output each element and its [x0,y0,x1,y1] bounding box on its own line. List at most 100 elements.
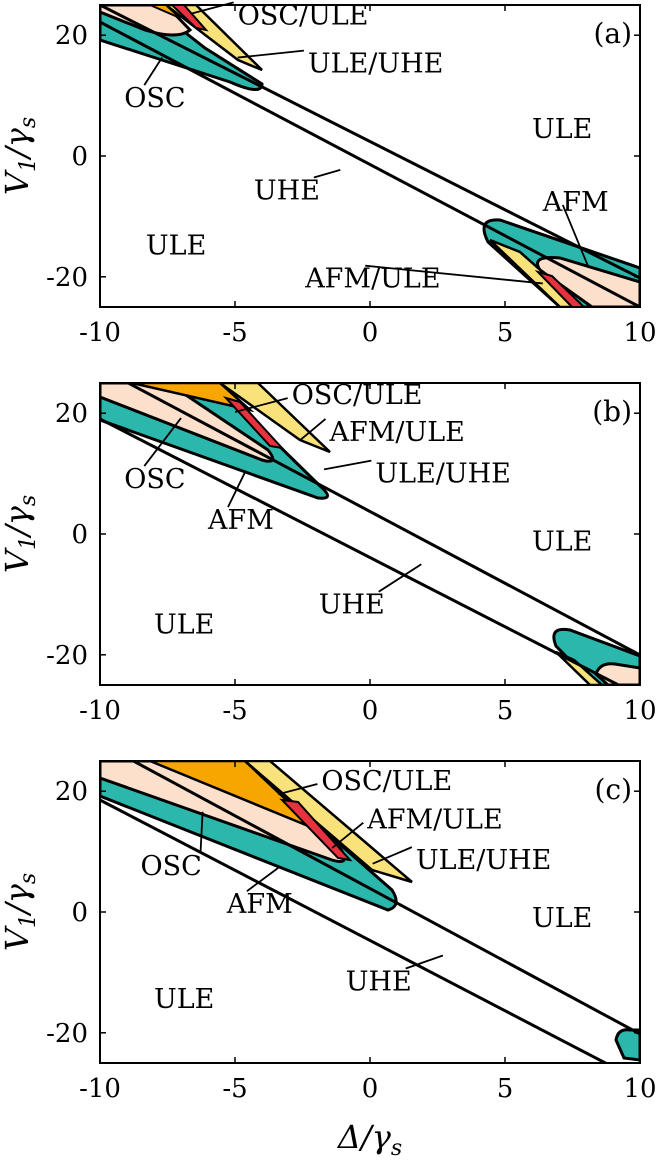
region-osc-orange-top-left [149,5,181,19]
panel-label: (a) [593,17,632,50]
x-tick-label: -10 [79,1074,121,1104]
annotation-leader-line [299,418,327,442]
y-tick-label: 0 [71,142,88,172]
region-osc-ule-top-left [149,761,319,832]
panel-a: OSC/ULE ULE/UHE OSC UHE ULE ULE AFM AFM/ULE -10… [0,0,657,348]
x-tick-label: 5 [497,318,514,348]
y-tick-label: -20 [46,263,88,293]
region-label: AFM [207,505,274,536]
uhe-band-upper-edge [125,383,640,657]
x-tick-label: 0 [362,696,379,726]
region-label: ULE [146,230,206,261]
annotation-leader-line [246,867,279,892]
annotation-leader-line [405,954,444,970]
panel-c-annotations: OSC/ULE AFM/ULE ULE/UHE OSC AFM UHE ULE ULE [141,766,593,1015]
region-label: OSC [124,464,185,495]
annotation-leader-line [277,783,318,796]
region-label: ULE/UHE [375,459,511,490]
panel-b-ticks: -10 -5 0 5 10 -20 0 20 V1/γs (b) [0,383,657,726]
panel-label: (c) [594,773,632,806]
annotation-leader-line [323,459,372,471]
x-tick-label: 5 [497,696,514,726]
region-label: OSC/ULE [321,766,452,797]
region-label: AFM [542,187,609,218]
region-label: ULE [154,984,214,1015]
uhe-band-lower-edge [100,20,640,307]
region-label: UHE [346,967,412,998]
region-label: AFM/ULE [304,264,440,295]
y-tick-label: 20 [55,21,88,51]
region-label: OSC/ULE [292,380,423,411]
x-tick-label: -5 [222,1074,247,1104]
x-tick-label: 10 [623,318,656,348]
region-label: ULE [154,610,214,641]
region-label: OSC [124,83,185,114]
annotation-leader-line [191,1,234,15]
panel-a-plot-area [100,5,640,307]
x-tick-label: -10 [79,696,121,726]
region-label: ULE/UHE [308,49,444,80]
region-label: ULE [532,903,592,934]
region-osc-bottom-right [594,662,640,685]
panel-b: OSC/ULE AFM/ULE ULE/UHE OSC AFM UHE ULE ULE -10… [0,380,657,726]
y-tick-label: 0 [71,520,88,550]
annotation-leader-line [313,169,341,179]
y-axis-label: V1/γs [0,495,41,573]
annotation-leader-line [365,264,543,285]
uhe-band-lower-edge [100,417,622,685]
region-label: AFM/ULE [329,417,465,448]
x-tick-label: -10 [79,318,121,348]
region-label: UHE [319,590,385,621]
x-tick-label: 0 [362,318,379,348]
y-tick-label: -20 [46,641,88,671]
annotation-leader-line [143,57,163,86]
x-tick-label: 5 [497,1074,514,1104]
annotation-leader-line [331,821,364,849]
panel-b-annotations: OSC/ULE AFM/ULE ULE/UHE OSC AFM UHE ULE ULE [124,380,592,641]
y-tick-label: 20 [55,777,88,807]
region-label: OSC [141,851,202,882]
region-label: ULE [532,114,592,145]
annotation-leader-line [199,811,204,854]
y-tick-label: 0 [71,898,88,928]
annotation-leader-line [143,417,182,467]
x-tick-label: -5 [222,318,247,348]
uhe-band-upper-edge [100,5,640,280]
region-afm-bottom-right [614,1028,640,1062]
annotation-leader-line [561,204,590,269]
panel-c: OSC/ULE AFM/ULE ULE/UHE OSC AFM UHE ULE ULE -10… [0,760,657,1104]
y-axis-label: V1/γs [0,117,41,195]
panel-a-ticks: -10 -5 0 5 10 -20 0 20 V1/γs (a) [0,5,657,348]
panel-c-plot-area [100,761,640,1063]
region-osc-ule-top-left [131,383,255,413]
region-osc-ule-top-left [170,5,209,32]
uhe-band-upper-edge [130,761,640,1036]
panel-c-ticks: -10 -5 0 5 10 -20 0 20 V1/γs (c) [0,761,657,1104]
x-tick-label: 0 [362,1074,379,1104]
annotation-leader-line [227,470,247,508]
x-axis-label: Δ/γs [336,1118,402,1161]
region-label: OSC/ULE [238,0,369,31]
panel-label: (b) [592,395,632,428]
annotation-leader-line [237,49,304,59]
region-ule-uhe-bottom-right [534,270,586,307]
panel-a-annotations: OSC/ULE ULE/UHE OSC UHE ULE ULE AFM AFM/ULE [124,0,608,294]
y-tick-label: -20 [46,1019,88,1049]
uhe-band-lower-edge [100,798,609,1063]
region-label: ULE [532,526,592,557]
x-tick-label: 10 [623,1074,656,1104]
panel-b-plot-area [100,383,640,685]
annotation-leader-line [378,563,422,593]
x-tick-label: -5 [222,696,247,726]
y-tick-label: 20 [55,399,88,429]
x-tick-label: 10 [623,696,656,726]
region-ule-uhe-top-left [279,798,353,862]
region-label: AFM/ULE [366,805,502,836]
region-label: UHE [254,175,320,206]
annotation-leader-line [372,846,413,865]
region-label: AFM [226,889,293,920]
y-axis-label: V1/γs [0,873,41,951]
region-afm-ule-top-left [217,383,331,454]
annotation-leader-line [234,397,288,413]
